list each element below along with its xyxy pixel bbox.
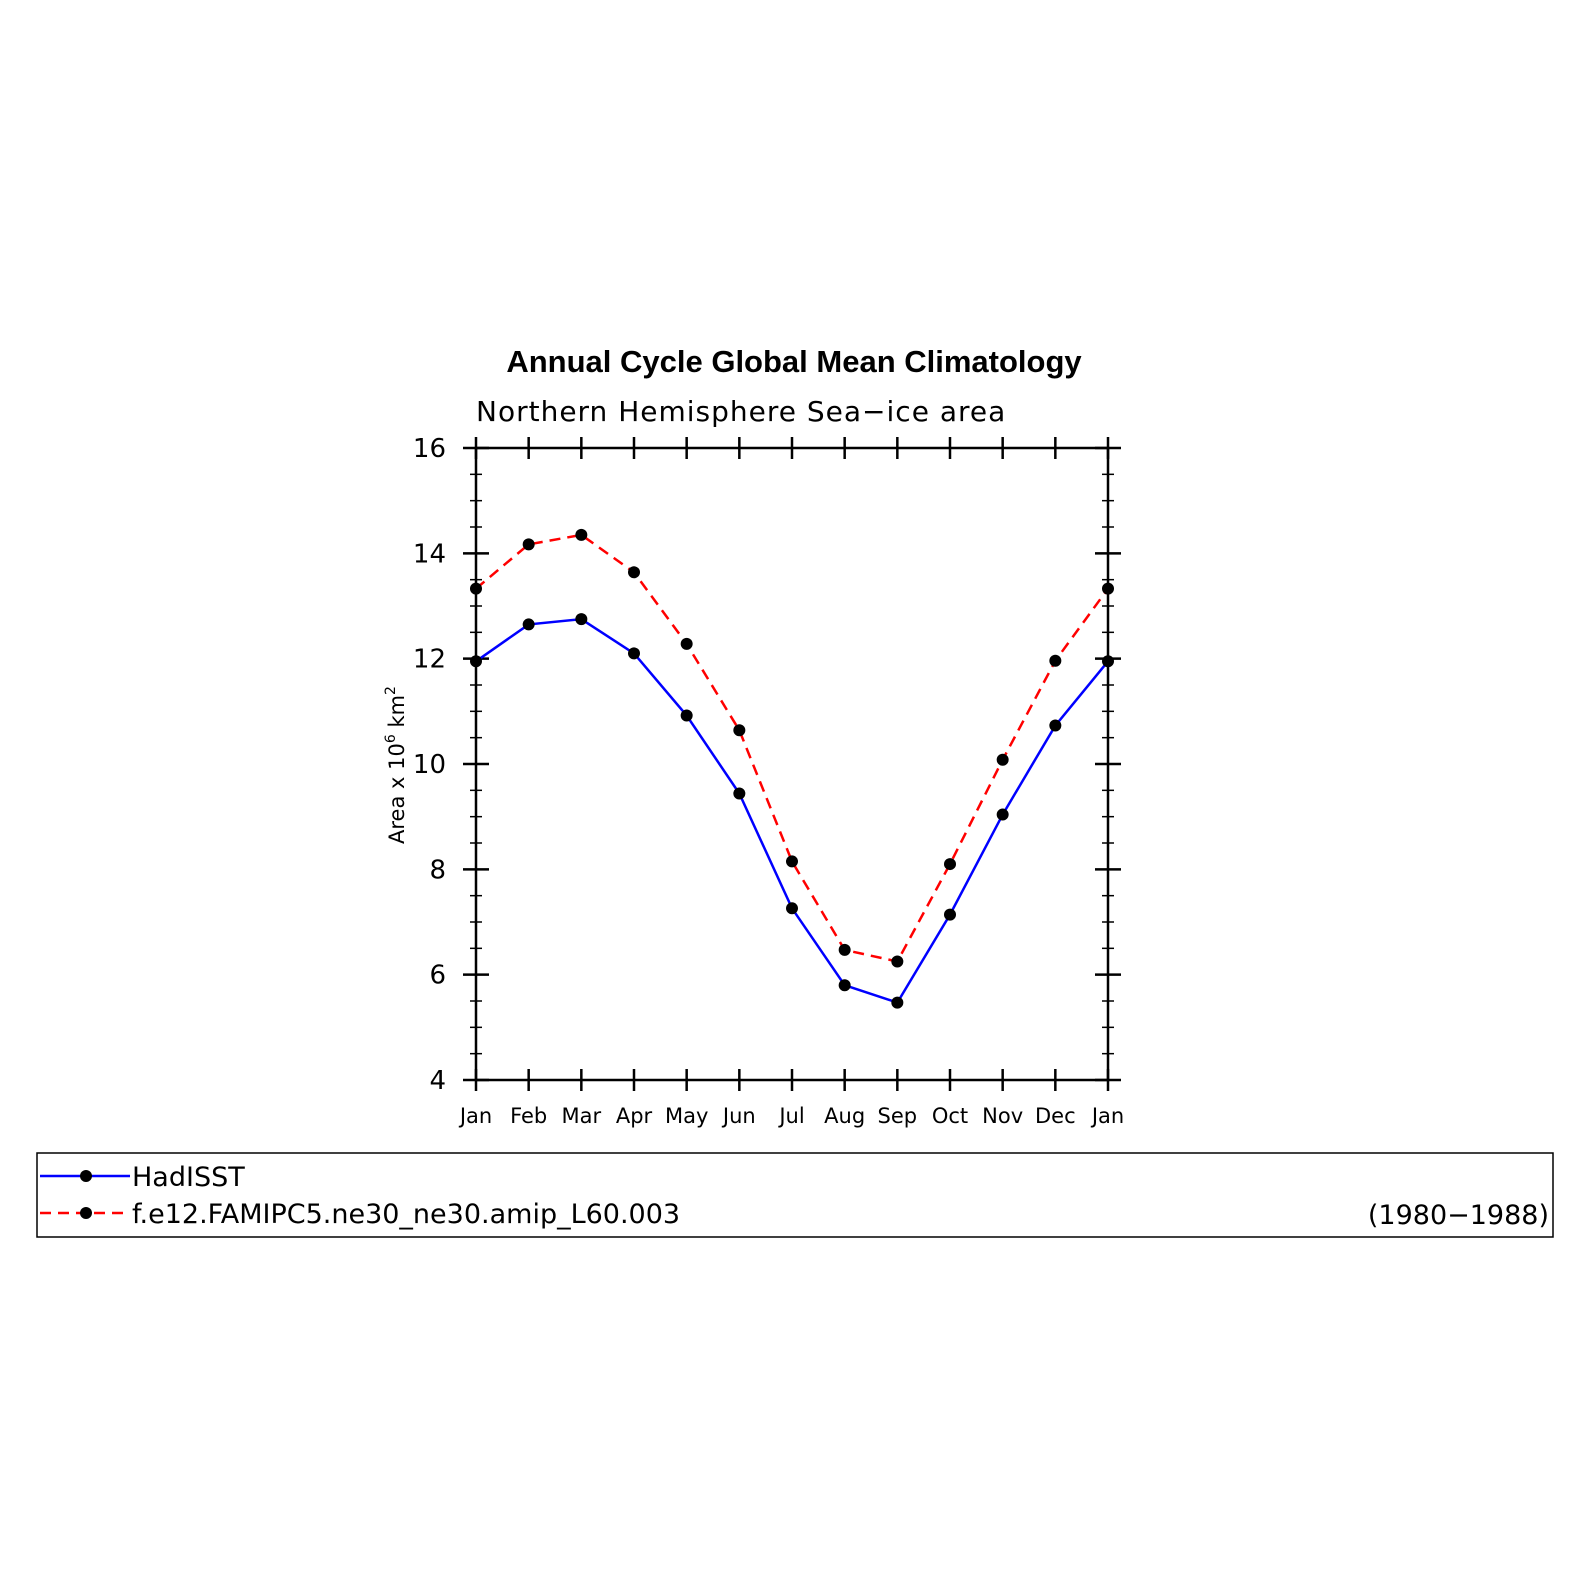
data-point: [470, 655, 482, 668]
x-tick-label: Aug: [824, 1104, 865, 1128]
x-tick-label: Dec: [1035, 1104, 1076, 1128]
data-point: [838, 943, 851, 956]
axis-ticks: [463, 437, 1121, 1091]
data-point: [733, 724, 746, 737]
data-point: [996, 808, 1009, 821]
data-point: [1102, 655, 1114, 668]
x-tick-label: Feb: [510, 1104, 547, 1128]
series-2: [470, 528, 1114, 968]
legend-period: (1980−1988): [1368, 1200, 1549, 1231]
x-tick-label: Jun: [721, 1104, 756, 1128]
data-point: [628, 647, 640, 660]
data-point: [680, 709, 693, 722]
data-point: [1049, 654, 1062, 667]
x-tick-label: Mar: [562, 1104, 602, 1128]
y-tick-label: 10: [413, 750, 446, 780]
y-tick-label: 6: [429, 961, 446, 991]
chart-subtitle: Northern Hemisphere Sea−ice area: [476, 395, 1006, 428]
x-tick-label: Oct: [932, 1104, 968, 1128]
legend-label: f.e12.FAMIPC5.ne30_ne30.amip_L60.003: [132, 1199, 680, 1230]
legend-label: HadISST: [132, 1162, 245, 1193]
data-point: [522, 538, 535, 551]
data-point: [838, 979, 851, 992]
x-tick-labels: Jan Feb Mar Apr May Jun Jul Aug Sep Oct Nov Dec Jan: [458, 1104, 1124, 1128]
plot-frame: [474, 446, 1110, 1082]
legend-box: [36, 1152, 1554, 1238]
data-point: [733, 787, 746, 800]
y-tick-label: 8: [429, 855, 446, 885]
y-tick-labels: 4 6 8 10 12 14 16: [413, 434, 446, 1096]
x-tick-label: Nov: [982, 1104, 1023, 1128]
legend-marker: [80, 1170, 92, 1182]
data-point: [575, 528, 588, 541]
y-tick-label: 14: [413, 539, 446, 569]
data-point: [522, 618, 535, 631]
y-axis-label-unit: km: [385, 695, 409, 734]
data-point: [680, 637, 693, 650]
y-axis-label-exponent-2: 2: [383, 686, 399, 695]
legend-marker: [80, 1207, 92, 1219]
y-tick-label: 16: [413, 434, 446, 464]
data-point: [891, 996, 904, 1009]
y-axis-label-exponent-1: 6: [383, 734, 399, 743]
series-line: [475, 617, 1109, 1005]
data-point: [470, 582, 482, 595]
data-point: [944, 908, 956, 921]
data-point: [628, 566, 640, 579]
data-point: [786, 855, 798, 868]
x-tick-label: Sep: [878, 1104, 918, 1128]
series-layer: [470, 528, 1114, 1009]
data-point: [891, 955, 904, 968]
y-tick-label: 12: [413, 645, 446, 675]
series-1: [470, 613, 1114, 1009]
data-point: [996, 753, 1009, 766]
series-line: [475, 533, 1110, 963]
x-tick-label: Apr: [616, 1104, 653, 1128]
y-axis-label-prefix: Area x 10: [385, 743, 409, 844]
data-point: [1049, 719, 1062, 732]
y-axis-label: Area x 106 km2: [383, 686, 409, 844]
x-tick-label: May: [665, 1104, 708, 1128]
legend: HadISST f.e12.FAMIPC5.ne30_ne30.amip_L60.…: [40, 1162, 680, 1230]
data-point: [786, 902, 798, 915]
data-point: [944, 858, 956, 871]
x-tick-label: Jan: [1090, 1104, 1124, 1128]
y-tick-label: 4: [429, 1066, 446, 1096]
x-tick-label: Jul: [777, 1104, 804, 1128]
chart-title: Annual Cycle Global Mean Climatology: [506, 344, 1082, 379]
data-point: [1102, 582, 1114, 595]
data-point: [575, 613, 588, 626]
x-tick-label: Jan: [458, 1104, 492, 1128]
